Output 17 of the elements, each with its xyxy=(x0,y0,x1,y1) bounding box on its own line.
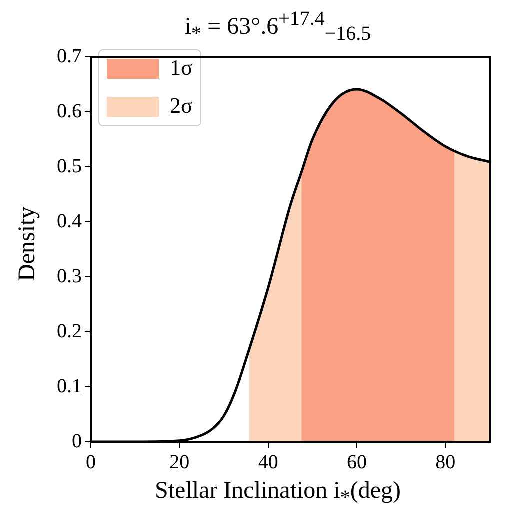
legend-label: 2σ xyxy=(170,92,193,118)
x-tick-label: 0 xyxy=(86,451,96,474)
y-axis-title: Density xyxy=(14,206,42,282)
y-tick-label: 0.1 xyxy=(57,375,82,398)
x-tick-label: 20 xyxy=(170,451,190,474)
y-tick-label: 0.6 xyxy=(57,100,82,122)
x-tick-label: 60 xyxy=(347,451,367,474)
y-tick-label: 0.7 xyxy=(57,45,82,68)
x-axis-title: Stellar Inclination i$_{*}$(deg) xyxy=(154,478,402,510)
y-tick-label: 0 xyxy=(72,430,82,452)
x-tick-label: 80 xyxy=(436,451,456,474)
legend-label: 1σ xyxy=(170,54,193,80)
x-tick-label: 40 xyxy=(258,451,278,474)
y-tick-label: 0.2 xyxy=(57,320,82,342)
y-tick-label: 0.3 xyxy=(57,265,82,288)
y-tick-label: 0.4 xyxy=(57,210,82,232)
y-tick-label: 0.5 xyxy=(57,155,82,178)
